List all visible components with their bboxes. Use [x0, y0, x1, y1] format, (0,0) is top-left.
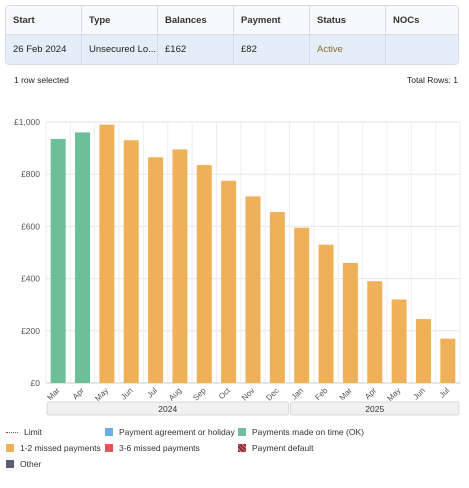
ok-swatch	[238, 428, 246, 436]
limit-line-swatch	[6, 431, 18, 433]
bar	[196, 165, 212, 383]
x-tick-label: Jul	[145, 386, 159, 400]
accounts-grid: Start Type Balances Payment Status NOCs …	[5, 5, 459, 65]
x-tick-label: May	[93, 386, 110, 403]
x-tick-label: Jan	[290, 386, 305, 401]
year-group-box	[290, 401, 460, 416]
legend-missed-1-2[interactable]: 1-2 missed payments	[6, 443, 101, 453]
legend-default-label: Payment default	[252, 443, 314, 453]
bar	[318, 244, 334, 383]
selected-count: 1 row selected	[14, 75, 69, 85]
default-swatch	[238, 444, 246, 452]
legend-ok-label: Payments made on time (OK)	[252, 427, 364, 437]
missed-3-6-swatch	[105, 444, 113, 452]
bar	[172, 149, 188, 383]
bar	[342, 262, 358, 383]
x-tick-label: Dec	[264, 386, 280, 402]
bar	[99, 124, 115, 384]
x-tick-label: May	[385, 386, 402, 403]
bar	[269, 212, 285, 383]
x-tick-label: Nov	[240, 386, 256, 402]
y-tick-label: £200	[21, 326, 40, 336]
column-header-payment[interactable]: Payment	[234, 6, 310, 34]
year-group-label: 2025	[365, 404, 384, 414]
cell-payment[interactable]: £82	[234, 35, 310, 64]
year-group-label: 2024	[158, 404, 177, 414]
column-header-status[interactable]: Status	[310, 6, 386, 34]
bar	[50, 138, 66, 383]
legend-other-label: Other	[20, 459, 42, 469]
y-tick-label: £400	[21, 274, 40, 284]
y-tick-label: £0	[31, 378, 41, 388]
cell-start[interactable]: 26 Feb 2024	[6, 35, 82, 64]
legend-default[interactable]: Payment default	[238, 443, 313, 453]
bar	[367, 281, 383, 383]
legend-missed-3-6-label: 3-6 missed payments	[119, 443, 200, 453]
table-row[interactable]: 26 Feb 2024 Unsecured Lo... £162 £82 Act…	[6, 35, 458, 64]
missed-1-2-swatch	[6, 444, 14, 452]
column-header-type[interactable]: Type	[82, 6, 158, 34]
legend-ok[interactable]: Payments made on time (OK)	[238, 427, 364, 437]
y-tick-label: £600	[21, 221, 40, 231]
column-header-balances[interactable]: Balances	[158, 6, 234, 34]
y-tick-label: £800	[21, 169, 40, 179]
x-tick-label: Feb	[313, 386, 330, 403]
cell-nocs[interactable]	[386, 35, 458, 64]
x-tick-label: Sep	[191, 386, 208, 403]
grid-status-bar: 1 row selected Total Rows: 1	[14, 75, 458, 85]
bar	[245, 196, 261, 383]
bar	[391, 299, 407, 383]
cell-balance[interactable]: £162	[158, 35, 234, 64]
bar	[148, 157, 164, 383]
x-tick-label: Oct	[217, 386, 233, 402]
legend-agreement[interactable]: Payment agreement or holiday	[105, 427, 235, 437]
agreement-swatch	[105, 428, 113, 436]
bar	[221, 180, 237, 383]
year-group-box	[46, 401, 290, 416]
legend-other[interactable]: Other	[6, 459, 41, 469]
y-tick-label: £1,000	[14, 117, 40, 127]
legend-missed-1-2-label: 1-2 missed payments	[20, 443, 101, 453]
balance-history-chart: £0 £200 £400 £600 £800 £1,000 Mar Apr May Jun Jul A…	[14, 117, 461, 416]
legend-missed-3-6[interactable]: 3-6 missed payments	[105, 443, 200, 453]
legend-agreement-label: Payment agreement or holiday	[119, 427, 235, 437]
grid-header-row: Start Type Balances Payment Status NOCs	[6, 6, 458, 35]
bar	[75, 132, 91, 383]
total-rows: Total Rows: 1	[406, 75, 458, 85]
legend-limit[interactable]: Limit	[6, 427, 42, 437]
x-tick-label: Jun	[119, 386, 134, 401]
x-tick-label: Apr	[363, 386, 378, 401]
x-tick-label: Jun	[411, 386, 426, 401]
x-tick-label: Mar	[45, 386, 61, 402]
column-header-nocs[interactable]: NOCs	[393, 14, 420, 26]
cell-type[interactable]: Unsecured Lo...	[82, 35, 158, 64]
x-tick-label: Jul	[438, 386, 452, 400]
bar	[123, 140, 139, 383]
bar	[440, 338, 456, 383]
bar	[294, 227, 310, 383]
x-tick-label: Mar	[338, 386, 354, 402]
bar	[415, 319, 431, 383]
x-tick-label: Apr	[71, 386, 86, 401]
other-swatch	[6, 460, 14, 468]
legend-limit-label: Limit	[24, 427, 42, 437]
column-header-start[interactable]: Start	[6, 6, 82, 34]
x-tick-label: Aug	[167, 386, 183, 402]
cell-status[interactable]: Active	[310, 35, 386, 64]
